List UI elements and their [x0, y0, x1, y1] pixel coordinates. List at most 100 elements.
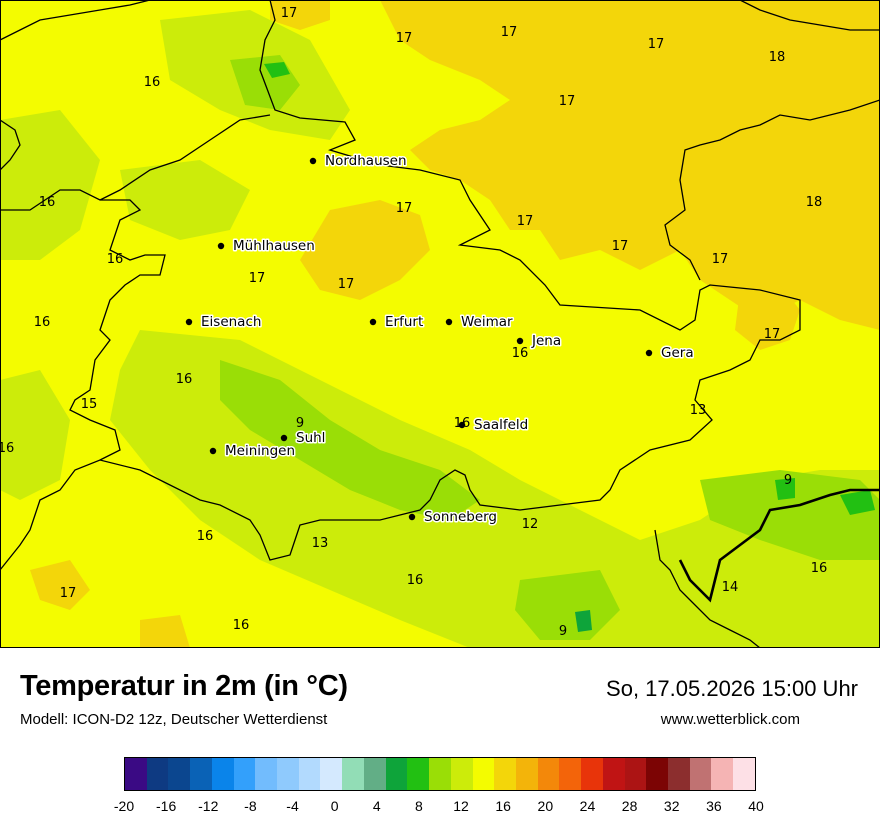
legend-swatch [450, 758, 473, 790]
city-name: Sonneberg [424, 509, 497, 525]
map-canvas: Nordhausen Mühlhausen Eisenach Erfurt We… [0, 0, 880, 648]
legend-swatch [168, 758, 191, 790]
city-name: Weimar [461, 314, 513, 330]
thuringia-border [0, 0, 801, 571]
forecast-datetime: So, 17.05.2026 15:00 Uhr [606, 676, 858, 701]
legend-tick-label: 40 [748, 798, 764, 814]
legend-swatch [559, 758, 582, 790]
city-sonneberg[interactable]: Sonneberg [408, 508, 499, 527]
legend-swatch [689, 758, 712, 790]
coldest-spot-south [575, 610, 592, 632]
legend-swatch [515, 758, 538, 790]
city-gera[interactable]: Gera [645, 344, 695, 363]
temp-label: 16 [34, 315, 51, 330]
legend-swatch [537, 758, 560, 790]
warm-region-right [735, 285, 800, 350]
legend-swatch [407, 758, 430, 790]
legend-swatch [146, 758, 169, 790]
temp-label: 16 [811, 561, 828, 576]
international-border [678, 488, 880, 603]
city-eisenach[interactable]: Eisenach [185, 313, 263, 332]
legend-swatch [342, 758, 364, 790]
legend-swatch [211, 758, 234, 790]
city-muehlhausen[interactable]: Mühlhausen [217, 237, 316, 256]
city-name: Meiningen [225, 443, 295, 459]
temp-label: 17 [501, 25, 518, 40]
model-info: Modell: ICON-D2 12z, Deutscher Wetterdie… [20, 711, 328, 728]
city-suhl[interactable]: Suhl [280, 429, 327, 448]
temp-label: 9 [784, 473, 792, 488]
temp-label: 17 [764, 327, 781, 342]
legend-swatch [125, 758, 147, 790]
city-erfurt[interactable]: Erfurt [369, 313, 425, 332]
warm-region-s [140, 615, 190, 648]
temp-label: 14 [722, 580, 739, 595]
cold-region-south [515, 570, 620, 640]
legend-swatch [624, 758, 647, 790]
legend-swatch [298, 758, 321, 790]
city-nordhausen[interactable]: Nordhausen [309, 152, 408, 171]
warm-region-sw [30, 560, 90, 610]
legend-swatch [277, 758, 299, 790]
west-border [0, 189, 166, 461]
city-jena[interactable]: Jena [516, 332, 563, 351]
legend-tick-label: 16 [495, 798, 511, 814]
legend-swatch [233, 758, 256, 790]
cool-region-west2 [0, 370, 70, 500]
border-lines [0, 0, 880, 648]
legend-swatch [429, 758, 451, 790]
legend-tick-label: -8 [244, 798, 257, 814]
map-footer: Temperatur in 2m (in °C) Modell: ICON-D2… [0, 648, 880, 830]
temp-label: 17 [338, 277, 355, 292]
cold-region-ridge [220, 360, 480, 520]
legend-swatch [363, 758, 386, 790]
legend-swatch [320, 758, 343, 790]
legend-tick-label: -20 [113, 798, 135, 814]
legend-tick-label: -4 [286, 798, 299, 814]
temp-label: 16 [107, 252, 124, 267]
cool-region-west [0, 110, 100, 260]
city-weimar[interactable]: Weimar [445, 313, 515, 332]
temperature-map[interactable]: Nordhausen Mühlhausen Eisenach Erfurt We… [0, 0, 880, 648]
temp-label: 17 [559, 94, 576, 109]
temp-label: 17 [281, 6, 298, 21]
map-title: Temperatur in 2m (in °C) [20, 670, 348, 702]
cool-region-middle [120, 160, 250, 240]
ne-border [739, 0, 880, 31]
temp-label: 15 [81, 397, 98, 412]
legend-tick-label: 28 [621, 798, 638, 814]
city-name: Jena [531, 333, 561, 349]
south-border [654, 529, 761, 648]
temp-label: 16 [512, 346, 529, 361]
legend-tick-label: 24 [579, 798, 596, 814]
legend-swatch [581, 758, 603, 790]
coldest-spot-east2 [840, 490, 875, 515]
temp-label: 13 [690, 403, 707, 418]
temp-label: 17 [60, 586, 77, 601]
city-name: Erfurt [385, 314, 423, 330]
legend-swatch [255, 758, 278, 790]
legend-swatch [711, 758, 734, 790]
legend-tick-label: 32 [663, 798, 680, 814]
website-link[interactable]: www.wetterblick.com [660, 711, 800, 728]
temp-label: 13 [312, 536, 329, 551]
legend-swatch [472, 758, 495, 790]
nordhausen-border [99, 114, 271, 201]
temp-label: 17 [648, 37, 665, 52]
city-saalfeld[interactable]: Saalfeld [458, 416, 530, 435]
city-name: Saalfeld [474, 417, 528, 433]
temp-label: 17 [396, 31, 413, 46]
color-legend [124, 757, 756, 791]
legend-swatch [190, 758, 212, 790]
city-meiningen[interactable]: Meiningen [209, 442, 297, 461]
temp-label: 16 [0, 441, 14, 456]
temp-label: 18 [806, 195, 823, 210]
legend-tick-label: 8 [415, 798, 423, 814]
temperature-labels: 17 17 17 17 18 16 17 17 17 16 18 16 17 1… [0, 6, 822, 639]
temp-label: 16 [144, 75, 161, 90]
city-name: Suhl [296, 430, 325, 446]
legend-tick-label: 20 [537, 798, 554, 814]
temp-label: 18 [769, 50, 786, 65]
temp-label: 9 [296, 416, 304, 431]
east-border [664, 99, 880, 281]
